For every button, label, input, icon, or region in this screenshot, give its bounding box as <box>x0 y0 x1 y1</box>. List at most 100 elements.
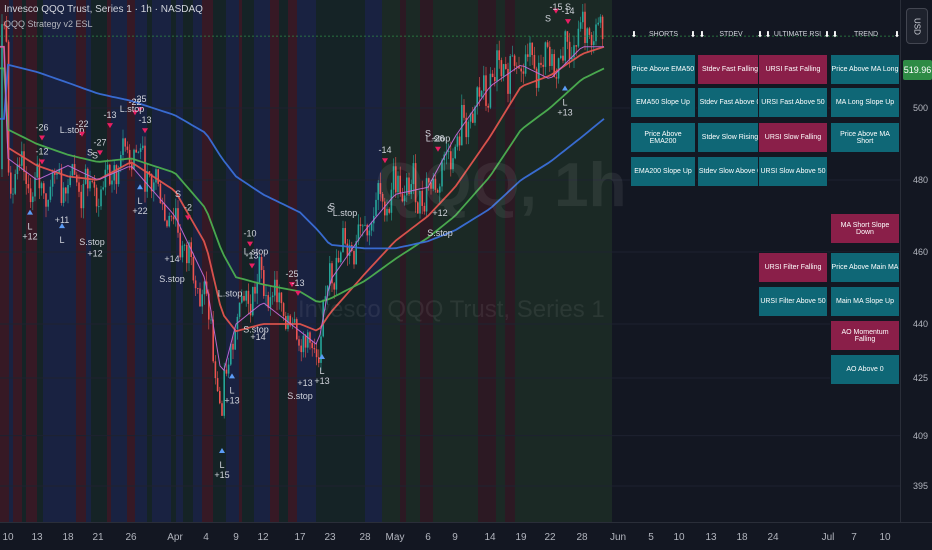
chart-area[interactable]: -12 L.stop -22 S -22 -25 S -2 -10 L.stop -25 S L.sto… <box>0 0 900 522</box>
time-tick-label: 6 <box>425 532 431 543</box>
time-tick-label: 21 <box>92 532 104 543</box>
column-label: ULTIMATE RSI <box>773 30 822 38</box>
candle-body <box>522 71 525 74</box>
short-arrow-icon <box>295 290 301 296</box>
candle-body <box>84 168 87 184</box>
short-arrow-icon <box>382 158 388 164</box>
candle-body <box>56 173 58 175</box>
candle-body <box>419 190 421 214</box>
trade-label: S <box>327 204 333 214</box>
regime-band <box>22 0 26 522</box>
candle-body <box>568 41 571 60</box>
trade-label: S.stop <box>287 391 313 401</box>
candle-body <box>161 203 164 205</box>
candle-body <box>399 175 401 194</box>
trade-label: L <box>59 235 64 245</box>
candle-body <box>128 149 131 165</box>
candle-body <box>278 292 280 303</box>
candle-body <box>329 263 331 286</box>
trade-label: S.stop <box>243 324 269 334</box>
symbol-title[interactable]: Invesco QQQ Trust, Series 1 · 1h · NASDA… <box>4 4 203 15</box>
dashboard-column-header: ⬇ SHORTS ⬇ <box>630 27 697 41</box>
series-line-ema200 <box>0 63 605 250</box>
regime-band <box>135 0 147 522</box>
short-arrow-icon <box>435 146 441 152</box>
candle-body <box>263 270 265 297</box>
short-arrow-icon <box>137 107 143 113</box>
candle-body <box>234 328 236 350</box>
candle-body <box>397 175 399 193</box>
time-tick-label: 19 <box>515 532 527 543</box>
long-arrow-icon <box>229 373 235 379</box>
candle-body <box>34 177 36 197</box>
candle-body <box>80 191 82 209</box>
candle-body <box>324 296 327 300</box>
regime-band <box>176 0 183 522</box>
regime-band <box>490 0 496 522</box>
candle-body <box>573 45 575 58</box>
time-tick-label: 28 <box>576 532 588 543</box>
down-arrow-icon: ⬇ <box>689 29 697 39</box>
candle-body <box>148 171 151 174</box>
dashboard-cell: AO Momentum Falling <box>830 320 900 351</box>
chart-header: Invesco QQQ Trust, Series 1 · 1h · NASDA… <box>4 4 203 29</box>
trade-label: L <box>319 366 324 376</box>
candle-body <box>423 205 426 212</box>
candle-body <box>379 183 382 194</box>
candle-body <box>260 256 263 271</box>
dashboard-cell: EMA200 Slope Up <box>630 156 696 187</box>
candle-body <box>69 175 71 186</box>
candle-body <box>122 138 124 155</box>
regime-band <box>127 0 135 522</box>
candle-body <box>557 58 560 79</box>
down-arrow-icon: ⬇ <box>698 29 706 39</box>
time-axis[interactable]: 10 13 18 21 26 Apr 4 9 12 17 23 28 May 6 9 14 19 22 28 Jun 5… <box>0 522 932 550</box>
price-scale[interactable]: USD 519.96 395 409 425 440 460 480 500 <box>900 0 932 522</box>
candle-body <box>5 25 8 42</box>
candle-body <box>335 257 338 290</box>
candle-body <box>593 41 595 46</box>
regime-band <box>55 0 64 522</box>
trade-label: S <box>425 128 431 138</box>
candle-body <box>410 184 412 195</box>
candle-body <box>370 223 373 231</box>
trade-label: +12 <box>87 249 102 259</box>
candle-body <box>320 336 322 363</box>
regime-band <box>13 0 22 522</box>
currency-button[interactable]: USD <box>906 8 928 44</box>
trade-label: -26 <box>35 122 48 132</box>
dashboard-header: ⬇ SHORTS ⬇ ⬇ STDEV ⬇ ⬇ ULTIMATE RSI ⬇ ⬇ TREND ⬇ <box>630 22 900 44</box>
price-tick-label: 425 <box>912 373 928 383</box>
candle-body <box>601 16 604 40</box>
candle-body <box>21 151 23 166</box>
candle-body <box>67 185 69 194</box>
trade-label: -13 <box>291 278 304 288</box>
candle-body <box>340 252 342 263</box>
candle-body <box>586 28 588 44</box>
candle-body <box>491 73 494 78</box>
candle-body <box>412 163 415 185</box>
candle-body <box>280 292 283 304</box>
column-label: STDEV <box>719 30 743 38</box>
candle-body <box>509 56 511 94</box>
regime-band <box>183 0 187 522</box>
candle-body <box>546 42 549 47</box>
short-arrow-icon <box>565 19 571 25</box>
candle-body <box>249 303 252 316</box>
candle-body <box>47 199 49 207</box>
strategy-name[interactable]: QQQ Strategy v2 ESL <box>4 19 93 29</box>
candle-body <box>487 105 489 108</box>
time-tick-label: 13 <box>705 532 717 543</box>
price-chart[interactable]: -12L.stop-22S-22-25S-2-10L.stop-25S L.sto… <box>0 0 900 522</box>
regime-band <box>0 0 9 522</box>
time-tick-label: May <box>385 532 405 543</box>
regime-band <box>538 0 544 522</box>
candle-body <box>553 54 555 78</box>
regime-band <box>202 0 213 522</box>
regime-band <box>420 0 424 522</box>
short-arrow-icon <box>185 215 191 221</box>
candle-body <box>298 339 300 346</box>
candle-body <box>115 165 118 185</box>
regime-band <box>64 0 76 522</box>
time-tick-label: 10 <box>2 532 14 543</box>
